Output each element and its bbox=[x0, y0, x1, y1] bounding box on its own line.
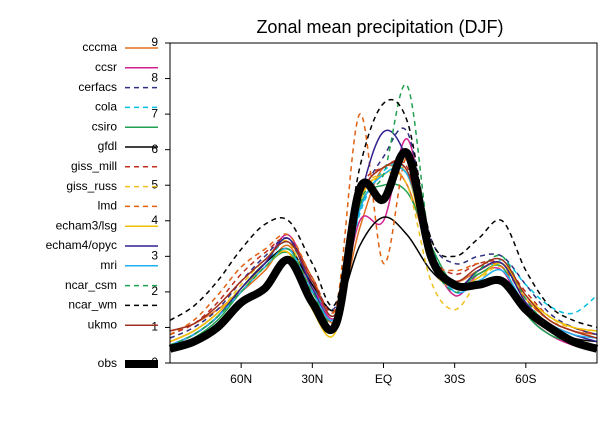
y-tick-label: 3 bbox=[151, 249, 158, 263]
y-tick-label: 1 bbox=[151, 320, 158, 334]
legend-label: csiro bbox=[92, 119, 118, 133]
y-tick-label: 2 bbox=[151, 284, 158, 298]
series-line bbox=[169, 161, 598, 339]
legend-label: ncar_csm bbox=[65, 278, 117, 292]
legend-label: cccma bbox=[82, 40, 117, 54]
series-line bbox=[169, 98, 598, 329]
series-line bbox=[169, 159, 598, 336]
legend-label: mri bbox=[100, 258, 117, 272]
y-tick-label: 5 bbox=[151, 177, 158, 191]
series-line bbox=[168, 148, 599, 353]
y-tick-label: 9 bbox=[151, 35, 158, 49]
x-tick-label: EQ bbox=[375, 372, 392, 386]
y-tick-label: 8 bbox=[151, 71, 158, 85]
x-tick-label: 60N bbox=[230, 372, 252, 386]
y-tick-label: 4 bbox=[151, 213, 158, 227]
series-line bbox=[169, 216, 598, 346]
legend-label: ncar_wm bbox=[68, 298, 117, 312]
legend-label: ccsr bbox=[95, 60, 117, 74]
series-line bbox=[169, 83, 598, 350]
series-line bbox=[169, 183, 598, 350]
x-tick-label: 60S bbox=[515, 372, 536, 386]
x-tick-label: 30S bbox=[444, 372, 465, 386]
series-line bbox=[169, 129, 598, 346]
x-tick-label: 30N bbox=[301, 372, 323, 386]
plot-frame bbox=[169, 42, 598, 364]
chart-title: Zonal mean precipitation (DJF) bbox=[256, 17, 503, 37]
y-tick-label: 6 bbox=[151, 142, 158, 156]
legend-label: obs bbox=[98, 356, 117, 370]
legend-label: cerfacs bbox=[78, 80, 117, 94]
y-tick-label: 7 bbox=[151, 106, 158, 120]
legend-label: gfdl bbox=[98, 139, 117, 153]
legend-label: giss_russ bbox=[66, 179, 117, 193]
legend-label: lmd bbox=[98, 199, 117, 213]
legend-label: ukmo bbox=[88, 317, 118, 331]
legend-label: echam3/lsg bbox=[56, 218, 117, 232]
legend-label: giss_mill bbox=[71, 159, 117, 173]
legend-label: cola bbox=[95, 100, 117, 114]
legend-label: echam4/opyc bbox=[46, 238, 117, 252]
